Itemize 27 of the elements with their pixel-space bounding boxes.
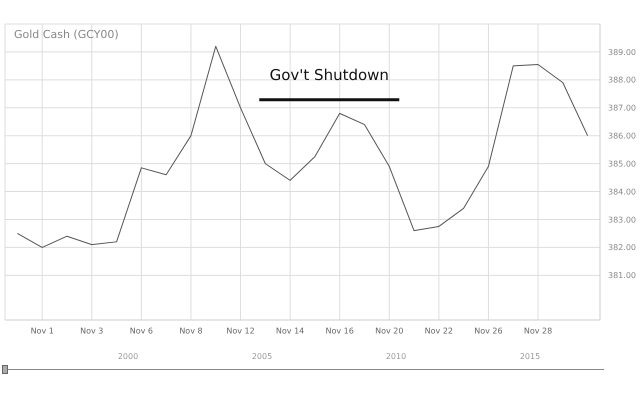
line-series	[16, 46, 588, 248]
x-tick-label: Nov 28	[524, 326, 552, 336]
text: 2000	[116, 352, 140, 361]
x-tick-label: Nov 14	[276, 326, 304, 336]
x-tick-label: Nov 12	[226, 326, 255, 336]
y-tick-label: 382.00	[608, 243, 636, 252]
x-tick-label: Nov 6	[130, 326, 153, 336]
y-tick-label: 384.00	[608, 187, 636, 196]
x-tick-label: Nov 3	[80, 326, 104, 336]
x-tick-label: Nov 8	[179, 326, 203, 336]
y-tick-label: 389.00	[608, 48, 636, 57]
text: 2005	[250, 352, 274, 361]
y-tick-label: 388.00	[608, 76, 636, 85]
y-tick-label: 386.00	[608, 132, 636, 141]
chart-title: Gold Cash (GCY00)	[14, 28, 119, 41]
y-tick-label: 383.00	[608, 215, 636, 224]
x-tick-label: Nov 26	[474, 326, 503, 336]
text: 2015	[518, 352, 542, 361]
y-tick-label: 385.00	[608, 159, 636, 168]
y-tick-label: 381.00	[608, 271, 636, 280]
annotation: Gov't Shutdown	[270, 66, 389, 84]
text: 2010	[384, 352, 408, 361]
x-tick-label: Nov 20	[375, 326, 404, 336]
y-tick-label: 387.00	[608, 104, 636, 113]
x-tick-label: Nov 16	[326, 326, 354, 336]
x-tick-label: Nov 1	[30, 326, 54, 336]
x-tick-label: Nov 22	[424, 326, 454, 336]
